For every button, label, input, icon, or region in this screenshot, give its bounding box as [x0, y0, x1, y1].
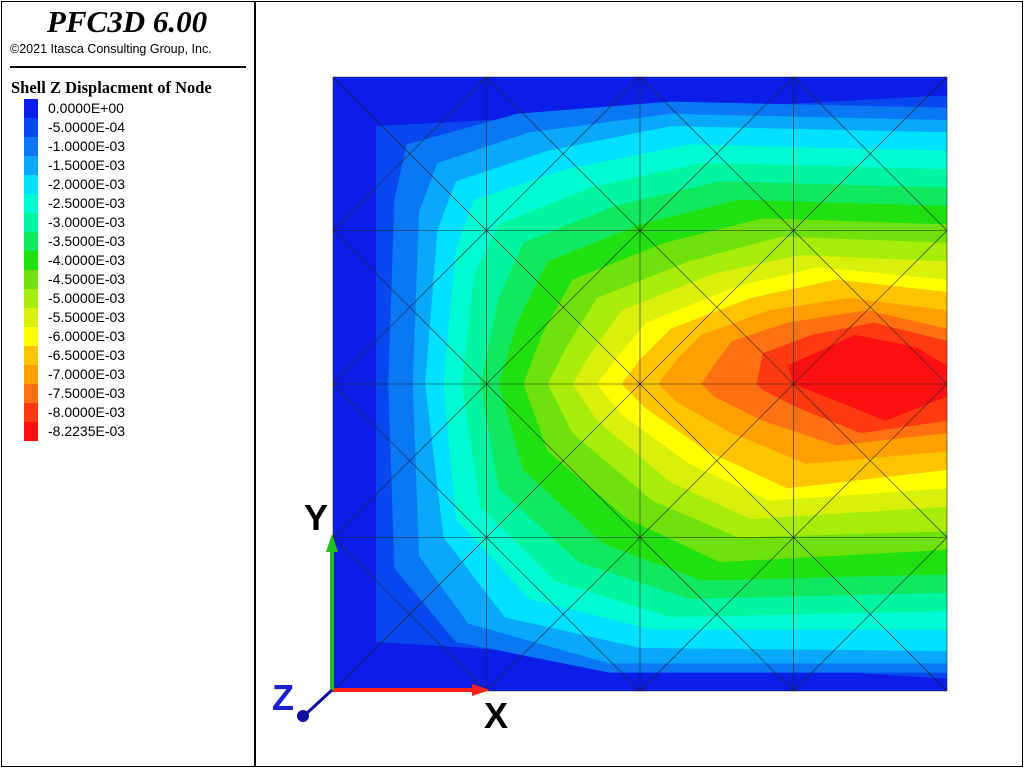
- legend-swatch: [24, 175, 38, 194]
- legend-swatch: [24, 99, 38, 118]
- x-axis-label: X: [484, 695, 508, 736]
- mesh-lines: [332, 76, 948, 692]
- z-axis-line: [304, 688, 334, 716]
- z-axis-end: [297, 710, 309, 722]
- legend-swatch: [24, 118, 38, 137]
- legend-swatch: [24, 346, 38, 365]
- legend-swatch: [24, 251, 38, 270]
- z-axis-label: Z: [272, 677, 294, 718]
- legend-swatch: [24, 384, 38, 403]
- legend-label: -1.0000E-03: [48, 138, 126, 154]
- legend-label: -7.0000E-03: [48, 366, 126, 382]
- legend-swatch: [24, 270, 38, 289]
- contour-band: [787, 334, 947, 421]
- y-axis-arrow: [326, 534, 338, 552]
- legend-label: -3.0000E-03: [48, 214, 126, 230]
- legend-swatch: [24, 194, 38, 213]
- legend-label: 0.0000E+00: [48, 100, 124, 116]
- x-axis-arrow: [472, 684, 490, 696]
- contour-band: [873, 359, 947, 403]
- model-viewport[interactable]: X Y Z: [258, 2, 1021, 765]
- legend-label: -2.5000E-03: [48, 195, 126, 211]
- app-title: PFC3D 6.00: [46, 4, 208, 39]
- legend-label: -5.0000E-04: [48, 119, 126, 135]
- legend-label: -6.5000E-03: [48, 347, 126, 363]
- legend-swatch: [24, 156, 38, 175]
- legend-label: -8.0000E-03: [48, 404, 126, 420]
- legend-label: -3.5000E-03: [48, 233, 126, 249]
- y-axis-label: Y: [304, 497, 328, 538]
- legend-label: -5.5000E-03: [48, 309, 126, 325]
- legend-swatch: [24, 308, 38, 327]
- legend-swatch: [24, 289, 38, 308]
- legend-swatch: [24, 232, 38, 251]
- legend-swatch: [24, 422, 38, 441]
- legend-label: -4.5000E-03: [48, 271, 126, 287]
- legend-label: -4.0000E-03: [48, 252, 126, 268]
- legend-swatch: [24, 365, 38, 384]
- copyright-text: ©2021 Itasca Consulting Group, Inc.: [10, 42, 212, 56]
- legend-title: Shell Z Displacment of Node: [11, 78, 212, 97]
- legend-label: -2.0000E-03: [48, 176, 126, 192]
- legend-swatch: [24, 327, 38, 346]
- legend-label: -8.2235E-03: [48, 423, 126, 439]
- legend-label: -5.0000E-03: [48, 290, 126, 306]
- legend-divider: [10, 66, 246, 68]
- legend-label: -6.0000E-03: [48, 328, 126, 344]
- legend-swatch: [24, 137, 38, 156]
- legend-panel: PFC3D 6.00 ©2021 Itasca Consulting Group…: [2, 2, 256, 766]
- legend-swatch: [24, 403, 38, 422]
- legend-label: -1.5000E-03: [48, 157, 126, 173]
- contour-plot: X Y Z: [272, 76, 948, 736]
- legend-label: -7.5000E-03: [48, 385, 126, 401]
- legend-swatch: [24, 213, 38, 232]
